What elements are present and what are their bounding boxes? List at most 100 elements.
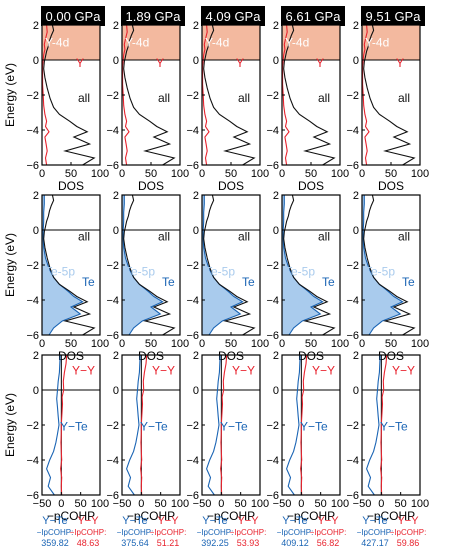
x-tick-label: 100 <box>331 498 349 510</box>
pressure-header: 0.00 GPa <box>41 6 105 26</box>
x-axis-title: −pCOHP <box>207 509 255 523</box>
y-tick-label: −2 <box>266 420 279 432</box>
x-axis-title: DOS <box>218 179 244 193</box>
series1-label: Y−Y <box>152 363 175 377</box>
series2-label: all <box>158 230 170 244</box>
x-axis-title: DOS <box>138 179 164 193</box>
y-y-title: Y−Y <box>237 515 259 527</box>
series2-label: Y−Te <box>140 419 168 433</box>
series-line-all <box>43 24 96 166</box>
y-tick-label: −6 <box>106 160 119 172</box>
panel: 2 0 −2 −4 −6−50 0 50 100−pCOHP Y−Y Y−Te <box>186 350 269 523</box>
y-tick-label: 0 <box>353 385 359 397</box>
series2-label: all <box>398 91 410 105</box>
y-tick-label: −6 <box>266 330 279 342</box>
x-tick-label: 0 <box>359 168 365 180</box>
y-tick-label: −6 <box>186 490 199 502</box>
y-te-ipcohp-value: 427.17 <box>361 538 389 548</box>
y-tick-label: −6 <box>106 330 119 342</box>
y-tick-label: −2 <box>266 90 279 102</box>
y-tick-label: 2 <box>193 350 199 362</box>
series2-label: all <box>78 230 90 244</box>
series1-label: Te <box>82 275 95 289</box>
y-tick-label: 2 <box>353 20 359 32</box>
y-y-ipcohp-label: −IpCOHP: <box>390 528 427 537</box>
x-tick-label: 0 <box>58 498 64 510</box>
y4d-shade <box>122 25 180 60</box>
shade-label: Y-4d <box>45 36 69 50</box>
y-y-title: Y−Y <box>397 515 419 527</box>
y-y-ipcohp-label: −IpCOHP: <box>150 528 187 537</box>
x-tick-label: −50 <box>273 498 292 510</box>
shade-label: Te-5p <box>45 265 75 279</box>
x-axis-title: DOS <box>138 349 164 363</box>
y-y-ipcohp-value: 53.93 <box>237 538 260 548</box>
y4d-shade <box>202 25 260 60</box>
y-tick-label: 2 <box>193 190 199 202</box>
series-line-all <box>283 194 336 336</box>
pressure-label: 0.00 GPa <box>46 9 102 24</box>
y-tick-label: −2 <box>186 260 199 272</box>
series2-label: all <box>238 91 250 105</box>
series-line-all <box>203 194 256 336</box>
pressure-header-box <box>281 6 345 26</box>
te5p-shade <box>362 195 403 335</box>
series-line-Y-Te <box>126 354 141 496</box>
series1-label: Y−Y <box>392 363 415 377</box>
series2-label: all <box>318 230 330 244</box>
y-tick-label: 0 <box>113 225 119 237</box>
ipcohp-summary: Y−Te Y−Y−IpCOHP:−IpCOHP:427.17 59.86 <box>357 515 427 548</box>
shade-label: Te-5p <box>285 265 315 279</box>
y-tick-label: −6 <box>186 160 199 172</box>
x-axis-title: DOS <box>58 349 84 363</box>
y-tick-label: −2 <box>186 420 199 432</box>
pressure-header: 9.51 GPa <box>361 6 425 26</box>
y-y-ipcohp-label: −IpCOHP: <box>310 528 347 537</box>
x-tick-label: 50 <box>315 498 327 510</box>
y-tick-label: 2 <box>193 20 199 32</box>
series2-label: all <box>78 91 90 105</box>
y-tick-label: −2 <box>346 420 359 432</box>
x-tick-label: 50 <box>385 168 397 180</box>
series1-label: Te <box>322 275 335 289</box>
x-tick-label: 100 <box>331 338 349 350</box>
y-tick-label: −2 <box>346 90 359 102</box>
x-tick-label: 50 <box>155 498 167 510</box>
y-tick-label: 0 <box>273 55 279 67</box>
y-te-title: Y−Te <box>282 515 307 527</box>
series1-label: Te <box>402 275 415 289</box>
y-tick-label: −4 <box>26 455 39 467</box>
y-tick-label: −4 <box>346 455 359 467</box>
series2-label: all <box>238 230 250 244</box>
pressure-header-box <box>361 6 425 26</box>
y-tick-label: 2 <box>273 190 279 202</box>
y-tick-label: −6 <box>266 490 279 502</box>
y-tick-label: 2 <box>33 20 39 32</box>
y-te-title: Y−Te <box>42 515 67 527</box>
x-axis-title: DOS <box>378 179 404 193</box>
pressure-label: 1.89 GPa <box>126 9 182 24</box>
y-tick-label: 0 <box>273 225 279 237</box>
y-te-ipcohp-label: −IpCOHP: <box>37 528 74 537</box>
y-tick-label: −6 <box>346 160 359 172</box>
series1-label: Y <box>236 56 244 70</box>
panel: 2 0 −2 −4 −6−50 0 50 100−pCOHP Y−Y Y−Te <box>266 350 349 523</box>
x-tick-label: 50 <box>75 498 87 510</box>
shade-label: Te-5p <box>205 265 235 279</box>
y-te-ipcohp-value: 409.12 <box>281 538 309 548</box>
y-tick-label: 2 <box>353 350 359 362</box>
y-tick-label: −2 <box>346 260 359 272</box>
ipcohp-summary: Y−Te Y−Y−IpCOHP:−IpCOHP:409.12 56.82 <box>277 515 347 548</box>
ipcohp-summary: Y−Te Y−Y−IpCOHP:−IpCOHP:392.25 53.93 <box>197 515 267 548</box>
x-tick-label: 50 <box>65 168 77 180</box>
y-tick-label: 0 <box>353 55 359 67</box>
y-tick-label: 0 <box>113 385 119 397</box>
series-line-all <box>283 24 336 166</box>
x-tick-label: 50 <box>395 498 407 510</box>
x-axis-title: DOS <box>218 349 244 363</box>
